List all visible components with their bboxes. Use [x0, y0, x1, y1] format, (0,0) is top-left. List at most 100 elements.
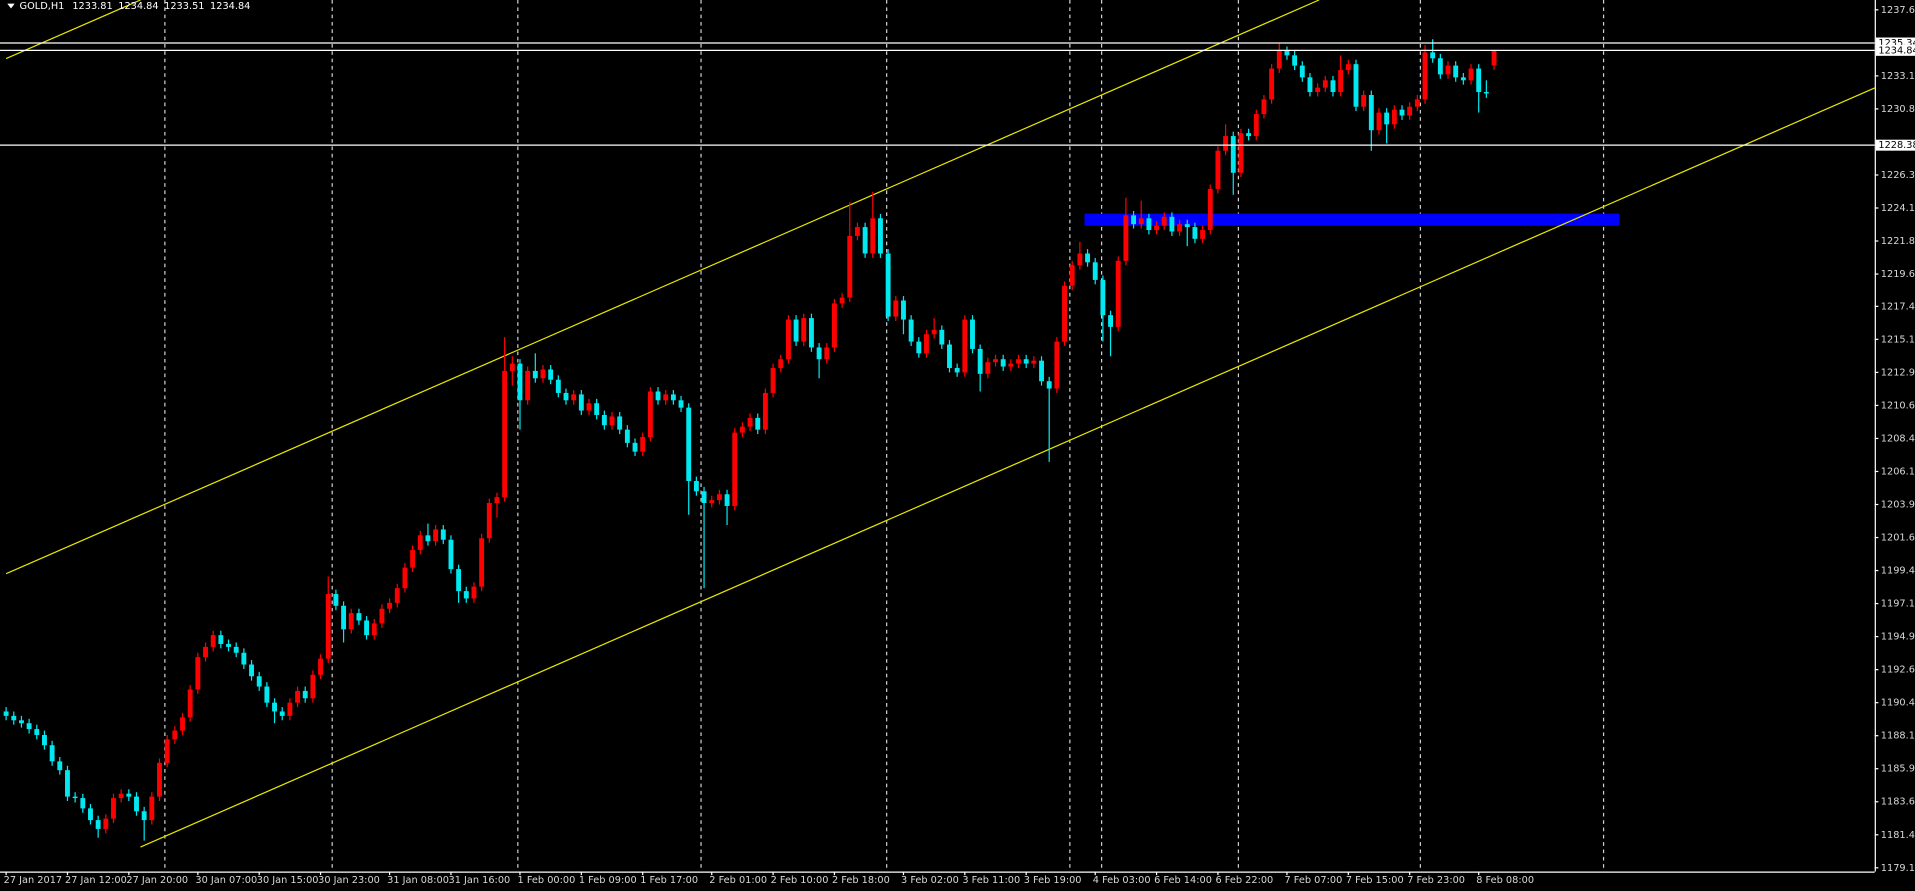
low: 1233.51 — [164, 1, 204, 12]
candle-body — [1039, 360, 1044, 382]
candle-body — [1177, 224, 1183, 232]
y-tick-label: 1190.40 — [1881, 698, 1915, 709]
chart-header: GOLD,H1 1233.81 1234.84 1233.51 1234.84 — [20, 1, 251, 12]
candle-body — [1200, 230, 1206, 239]
candle-body — [494, 497, 500, 504]
candle-body — [279, 711, 285, 716]
y-tick-label: 1185.90 — [1881, 764, 1915, 775]
x-tick-label: 1 Feb 00:00 — [518, 875, 576, 886]
candle-body — [1230, 136, 1236, 173]
candle-body — [387, 602, 393, 609]
candle-body — [226, 643, 231, 647]
y-tick-label: 1219.60 — [1881, 269, 1915, 280]
channel-upper — [5, 0, 1320, 575]
y-tick-label: 1206.15 — [1881, 466, 1915, 477]
x-tick-label: 27 Jan 12:00 — [65, 875, 127, 886]
candle-body — [272, 702, 277, 712]
candle-body — [134, 796, 139, 812]
candle-body — [977, 348, 983, 374]
candle-body — [901, 300, 906, 320]
candle-body — [356, 613, 362, 621]
candle-body — [210, 635, 216, 647]
y-tick-label: 1217.40 — [1881, 301, 1915, 312]
candle-body — [571, 394, 577, 401]
candle-body — [678, 400, 684, 408]
high: 1234.84 — [118, 1, 158, 12]
price-level-box — [1875, 139, 1915, 151]
candle-body — [348, 613, 354, 630]
candle-body — [1269, 68, 1275, 100]
candle-body — [778, 359, 784, 368]
candle-body — [701, 491, 707, 504]
candle-body — [640, 436, 646, 452]
y-tick-label: 1179.15 — [1881, 863, 1915, 874]
candle-body — [1483, 92, 1489, 94]
candle-body — [993, 359, 998, 363]
y-tick-label: 1212.90 — [1881, 367, 1915, 378]
candle-body — [1246, 133, 1252, 137]
candle-body — [693, 481, 699, 492]
candle-body — [371, 623, 377, 636]
candle-body — [517, 363, 523, 401]
candle-body — [3, 711, 9, 716]
candle-body — [962, 319, 968, 373]
candle-body — [1146, 218, 1152, 231]
candle-body — [34, 729, 40, 735]
candle-body — [295, 690, 301, 703]
price-level-label: 1235.34 — [1878, 38, 1915, 49]
candle-body — [249, 664, 254, 677]
y-tick-label: 1199.40 — [1881, 566, 1915, 577]
candle-body — [970, 319, 975, 349]
candle-body — [801, 318, 807, 342]
candle-body — [762, 392, 768, 430]
candle-body — [287, 702, 293, 716]
menu-arrow[interactable] — [7, 3, 15, 9]
candle-body — [540, 369, 546, 379]
candle-body — [1192, 227, 1198, 239]
period-separators — [164, 0, 1605, 872]
candle-body — [379, 608, 385, 624]
y-tick-label: 1194.90 — [1881, 632, 1915, 643]
candle-body — [1100, 279, 1106, 316]
candle-body — [502, 370, 508, 498]
candle-body — [1123, 215, 1129, 261]
candle-body — [1169, 216, 1175, 232]
candle-body — [141, 811, 147, 821]
candle-body — [1161, 216, 1167, 226]
marks — [3, 39, 1497, 841]
candle-body — [479, 538, 485, 587]
x-tick-label: 7 Feb 23:00 — [1407, 875, 1465, 886]
candle-body — [80, 798, 86, 809]
candle-body — [1062, 285, 1067, 342]
candle-body — [808, 318, 814, 348]
candle-body — [1008, 363, 1014, 367]
candle-body — [831, 303, 837, 348]
candle-body — [555, 379, 561, 393]
y-tick-label: 1203.90 — [1881, 500, 1915, 511]
candle-body — [724, 494, 730, 506]
candle-body — [532, 370, 538, 379]
candle-body — [509, 363, 515, 371]
candle-body — [1023, 359, 1029, 364]
candle-body — [1115, 260, 1121, 327]
candle-body — [1384, 112, 1390, 125]
y-tick-label: 1183.65 — [1881, 797, 1915, 808]
y-tick-label: 1197.15 — [1881, 599, 1915, 610]
y-tick-label: 1210.65 — [1881, 400, 1915, 411]
x-tick-label: 31 Jan 08:00 — [387, 875, 449, 886]
candle-body — [732, 432, 738, 506]
candle-body — [1092, 262, 1098, 280]
x-tick-label: 2 Feb 18:00 — [832, 875, 890, 886]
y-tick-label: 1233.10 — [1881, 71, 1915, 82]
candle-body — [548, 369, 554, 380]
candle-body — [563, 392, 569, 401]
x-tick-label: 1 Feb 09:00 — [579, 875, 637, 886]
candle-body — [341, 605, 347, 630]
candle-body — [463, 591, 469, 599]
candle-body — [440, 529, 446, 540]
candle-body — [1345, 64, 1351, 71]
candle-body — [394, 588, 400, 603]
y-tick-label: 1215.15 — [1881, 334, 1915, 345]
candle-body — [1215, 150, 1221, 189]
